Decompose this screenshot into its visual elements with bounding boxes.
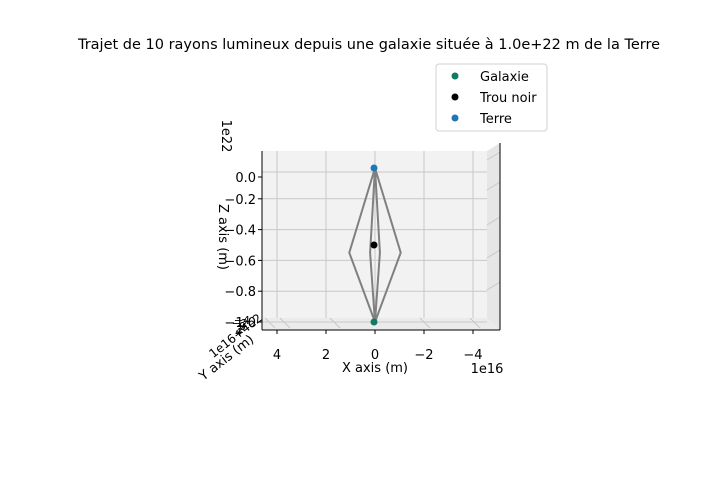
z-tick-label: −0.8 (224, 285, 256, 300)
grid-line-side (486, 281, 501, 291)
z-offset-label: 1e22 (218, 120, 233, 153)
ray-path (374, 167, 381, 323)
axis-lines (261, 143, 501, 331)
grid-line-side (486, 181, 501, 191)
point-galaxie (370, 318, 378, 326)
ray-paths (348, 167, 402, 323)
z-axis-label: Z axis (m) (215, 204, 230, 270)
side-pane (487, 143, 500, 330)
grid-line-y (419, 317, 431, 329)
grid-line-side (486, 216, 501, 226)
grid-line-side (486, 249, 501, 259)
floor-pane (262, 318, 500, 330)
z-tick-label: −0.4 (224, 224, 256, 239)
y-tick-label: 4 (235, 326, 242, 339)
y-tick-label: −2 (232, 317, 248, 330)
y-tick-label: 0 (239, 320, 246, 333)
grid-line-y (279, 317, 291, 329)
ray-path (374, 167, 402, 323)
legend-marker (451, 114, 459, 122)
legend-marker (451, 72, 459, 80)
ray-path (369, 167, 376, 323)
x-tick-label: 2 (322, 348, 330, 363)
x-tick-label: −4 (463, 348, 482, 363)
point-trou-noir (370, 241, 378, 249)
z-tick-label: −0.2 (224, 193, 256, 208)
z-tick-label: −1.0 (224, 316, 256, 331)
grid-line-y (469, 317, 481, 329)
ray-path (348, 167, 376, 323)
legend-label: Terre (479, 112, 512, 127)
chart-title: Trajet de 10 rayons lumineux depuis une … (77, 37, 660, 53)
grid-line-side (486, 151, 501, 161)
y-tick-label: −4 (234, 314, 250, 327)
x-axis-label: X axis (m) (342, 361, 408, 376)
z-tick-label: 0.0 (235, 171, 256, 186)
legend-box (435, 63, 548, 132)
z-tick-label: −0.6 (224, 254, 256, 269)
grid-line-y (329, 317, 341, 329)
point-terre (370, 164, 378, 172)
legend: Galaxie Trou noir Terre (451, 70, 537, 127)
point-markers (370, 164, 378, 326)
legend-marker (451, 93, 459, 101)
y-tick-label: 2 (237, 323, 244, 336)
x-tick-label: 0 (371, 348, 379, 363)
x-tick-label: −2 (414, 348, 433, 363)
legend-label: Trou noir (479, 91, 537, 106)
legend-label: Galaxie (480, 70, 529, 85)
grid-lines (262, 151, 501, 329)
x-offset-label: 1e16 (471, 362, 504, 377)
grid-line-y (264, 317, 276, 329)
x-tick-label: 4 (273, 348, 281, 363)
